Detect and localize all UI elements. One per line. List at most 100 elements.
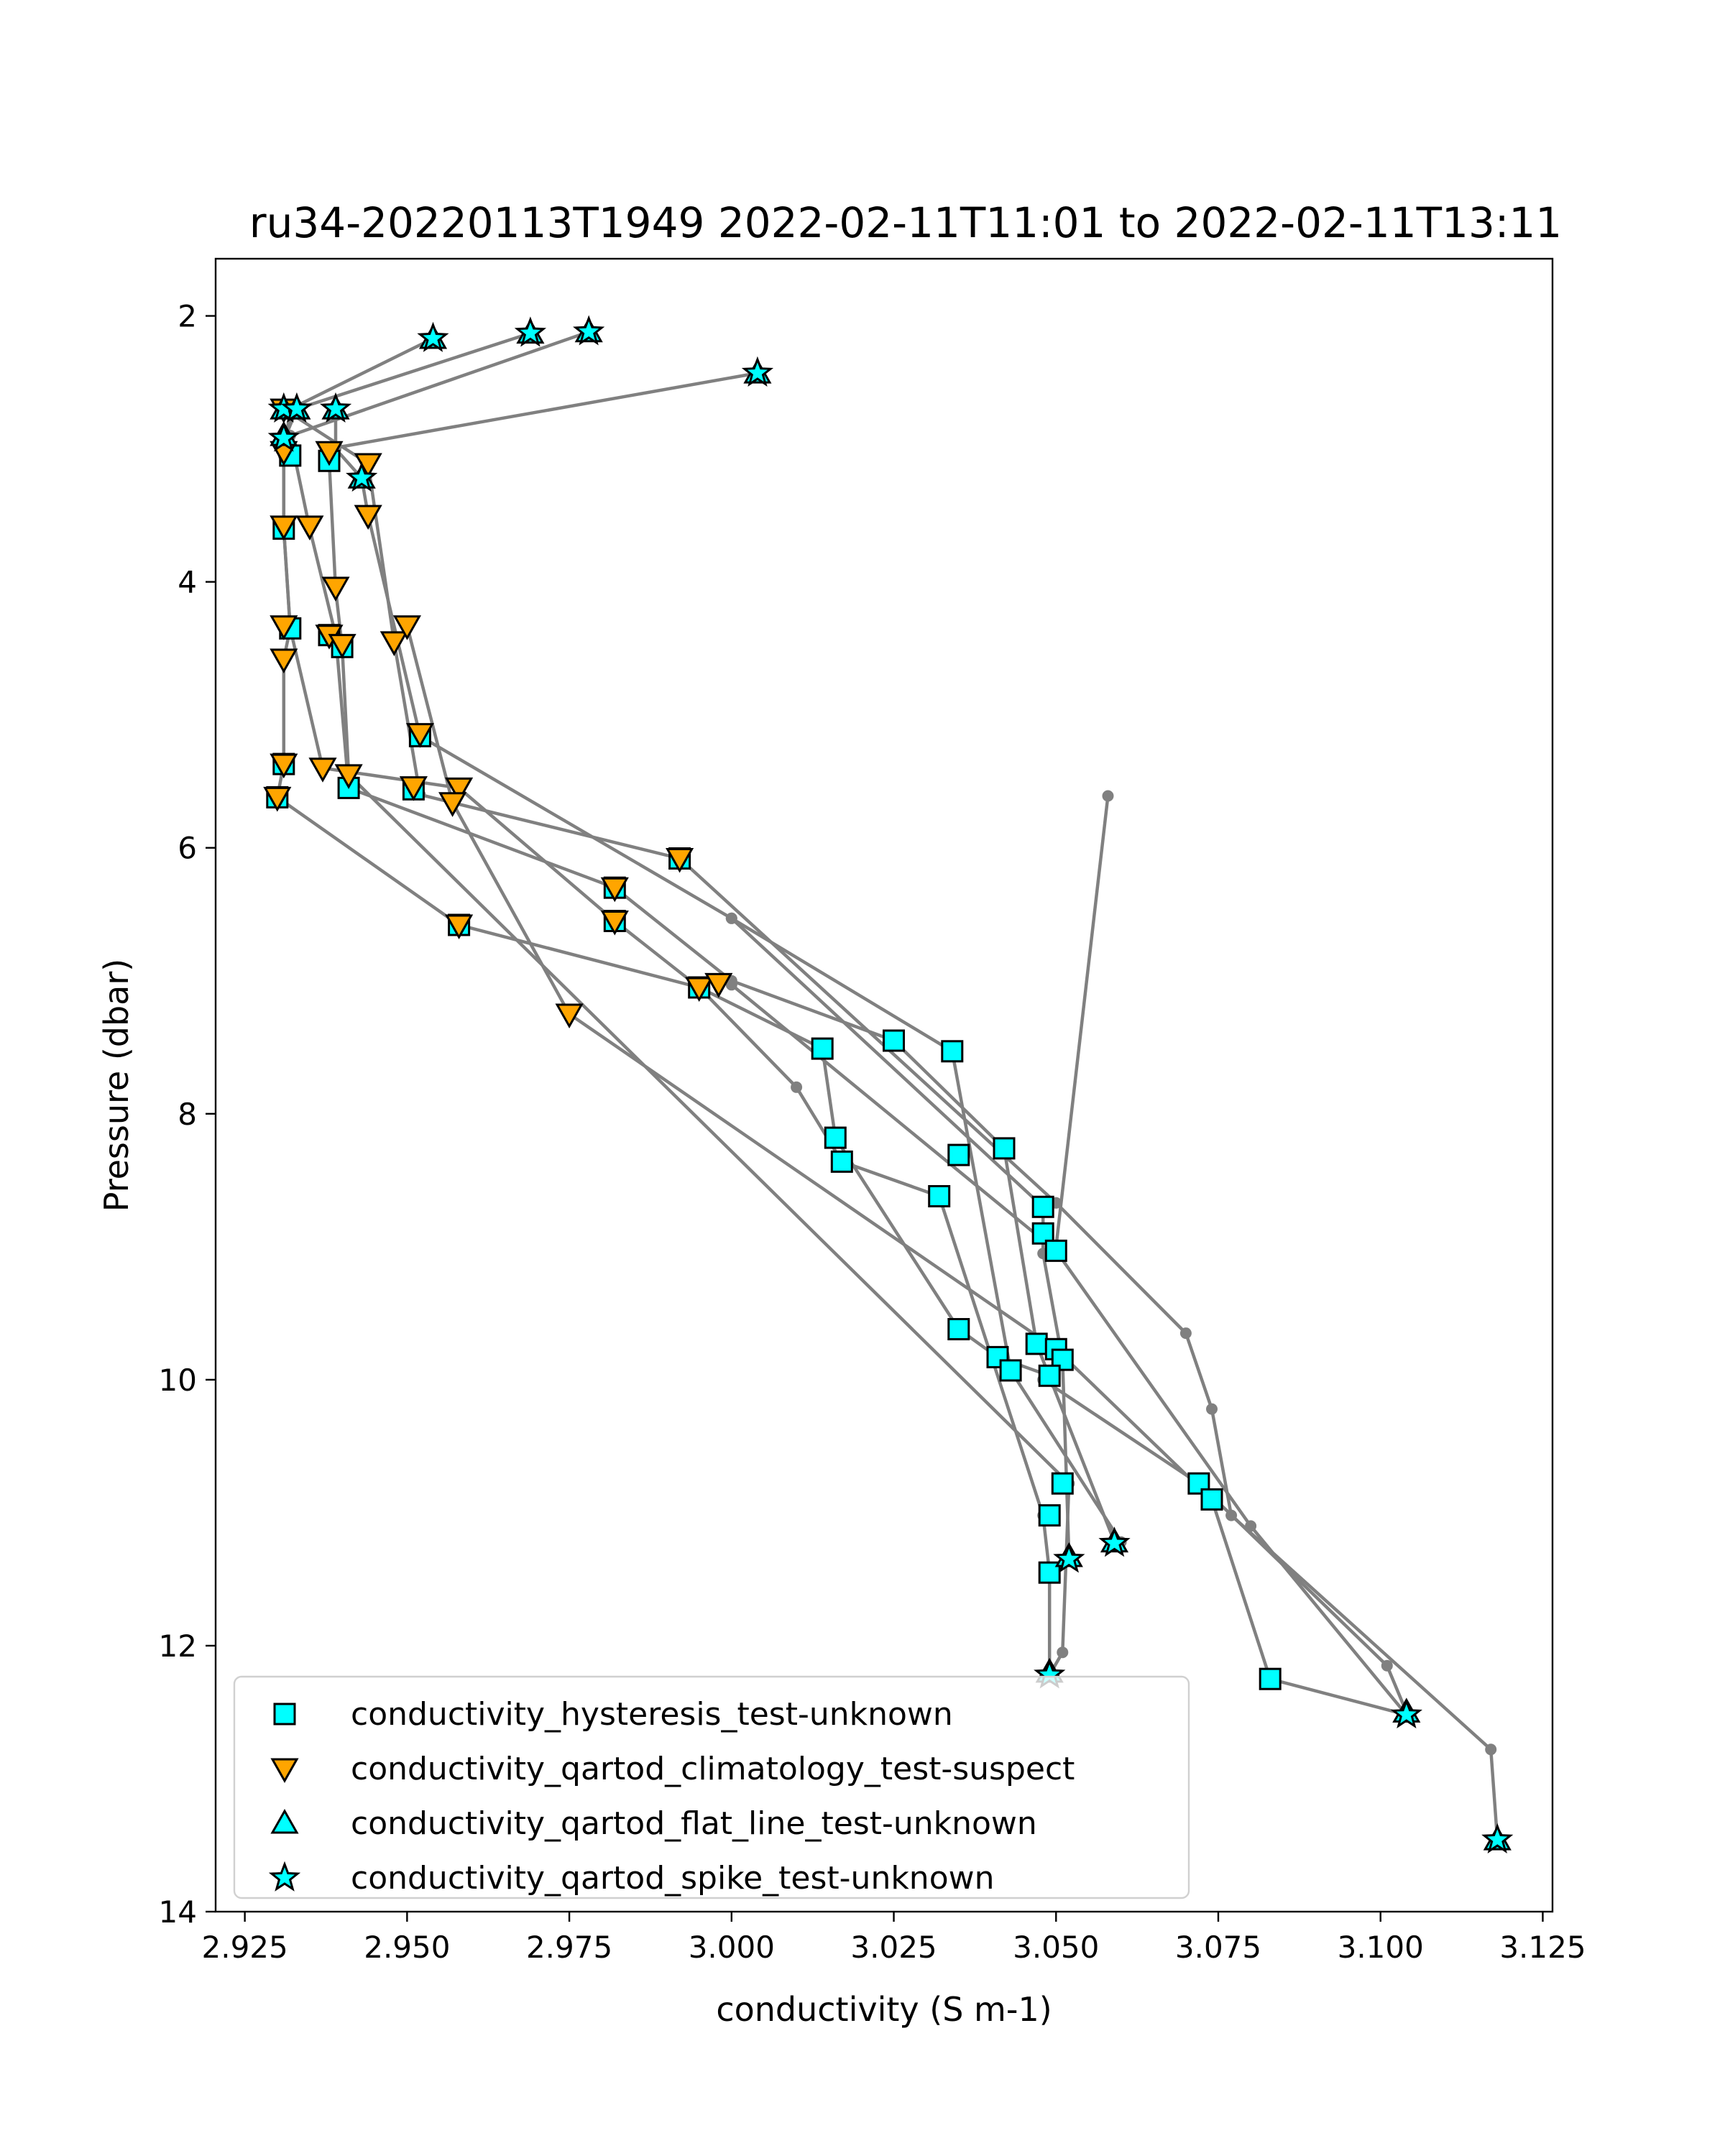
hysteresis-marker [1038,1504,1061,1527]
x-tick-label: 2.975 [526,1930,612,1965]
hysteresis-marker [1051,1472,1074,1495]
climatology-marker [555,1003,584,1029]
x-tick-label: 3.100 [1338,1930,1424,1965]
y-axis-label: Pressure (dbar) [97,959,136,1212]
spike-marker [319,392,352,423]
profile-line [1054,796,1110,1248]
climatology-marker [270,753,298,779]
hysteresis-marker [993,1137,1016,1160]
hysteresis-marker [928,1185,951,1207]
climatology-marker [321,576,350,602]
climatology-marker [295,515,324,540]
profile-point [1057,1646,1069,1659]
profile-point [791,1081,803,1093]
hysteresis-marker [947,1143,970,1166]
y-tick-label: 12 [159,1628,197,1664]
x-tick-label: 3.075 [1175,1930,1261,1965]
x-tick-label: 3.125 [1499,1930,1586,1965]
legend-box [233,1675,1190,1899]
spike-marker [573,315,605,346]
y-tick-label: 2 [178,299,197,334]
climatology-marker [438,792,467,817]
climatology-marker [270,615,298,640]
legend-label: conductivity_qartod_climatology_test-sus… [351,1751,1075,1787]
profile-point [1206,1403,1218,1415]
spike-marker [346,461,378,492]
profile-point [725,979,737,991]
climatology-marker [445,914,474,940]
profile-point [1102,790,1114,802]
hysteresis-marker [1259,1667,1282,1690]
x-tick-label: 2.925 [202,1930,288,1965]
y-tick-label: 10 [159,1363,197,1398]
hysteresis-marker [883,1029,905,1052]
hysteresis-marker [811,1037,834,1060]
spike-marker [514,316,547,347]
climatology-marker [445,777,474,803]
profile-point [1485,1743,1497,1756]
plot-area-frame [214,257,1554,1913]
climatology-marker [270,515,298,540]
x-axis-label: conductivity (S m-1) [716,1990,1052,2029]
climatology-marker [685,977,714,1003]
spike-marker [280,392,313,423]
profile-point [1179,1327,1192,1340]
climatology-marker [308,757,337,783]
legend-marker [270,1758,299,1784]
climatology-marker [666,848,694,873]
spike-marker [1481,1823,1514,1853]
hysteresis-marker [824,1126,847,1149]
hysteresis-marker [1038,1364,1061,1387]
climatology-marker [354,505,382,530]
hysteresis-marker [1044,1239,1067,1262]
climatology-marker [405,723,434,748]
hysteresis-marker [1051,1348,1074,1371]
chart-title: ru34-20220113T1949 2022-02-11T11:01 to 2… [249,198,1562,247]
legend-label: conductivity_qartod_spike_test-unknown [351,1860,995,1897]
climatology-marker [392,615,421,640]
hysteresis-marker [941,1040,964,1063]
y-axis-ticks: 2 4 6 8 10 12 14 [159,299,216,1930]
spike-marker [267,421,300,452]
spike-marker [1098,1526,1131,1557]
x-tick-label: 2.950 [364,1930,450,1965]
legend-marker [268,1861,301,1892]
y-tick-label: 6 [178,831,197,866]
hysteresis-marker [947,1318,970,1340]
x-tick-label: 3.050 [1013,1930,1099,1965]
legend: conductivity_hysteresis_test-unknowncond… [233,1675,1190,1899]
spike-marker [417,321,449,352]
climatology-marker [600,911,629,936]
hysteresis-marker [830,1150,853,1173]
x-axis-ticks: 2.925 2.950 2.975 3.000 3.025 3.050 3.075 3.100… [202,1912,1586,1965]
climatology-marker [380,631,408,656]
legend-marker [270,1808,299,1834]
climatology-marker [263,786,292,812]
spike-marker [1053,1542,1085,1573]
legend-marker [273,1703,296,1726]
climatology-marker [315,441,344,466]
x-tick-label: 3.000 [689,1930,775,1965]
profile-point [1225,1509,1238,1521]
climatology-marker [704,972,733,998]
profile-point [1245,1520,1257,1532]
profile-point [725,912,737,924]
climatology-marker [334,764,363,789]
y-tick-label: 8 [178,1097,197,1132]
climatology-marker [270,648,298,674]
legend-label: conductivity_qartod_flat_line_test-unkno… [351,1805,1037,1842]
spike-marker [741,356,774,387]
hysteresis-marker [1031,1195,1054,1218]
profile-line [730,916,1123,1543]
hysteresis-marker [1200,1488,1223,1511]
profile-line [730,983,1408,1716]
legend-label: conductivity_hysteresis_test-unknown [351,1696,953,1733]
climatology-marker [600,877,629,903]
hysteresis-marker [1025,1332,1048,1355]
x-tick-label: 3.025 [850,1930,937,1965]
climatology-marker [328,634,356,659]
y-tick-label: 4 [178,565,197,600]
climatology-marker [399,776,428,801]
y-tick-label: 14 [159,1894,197,1930]
